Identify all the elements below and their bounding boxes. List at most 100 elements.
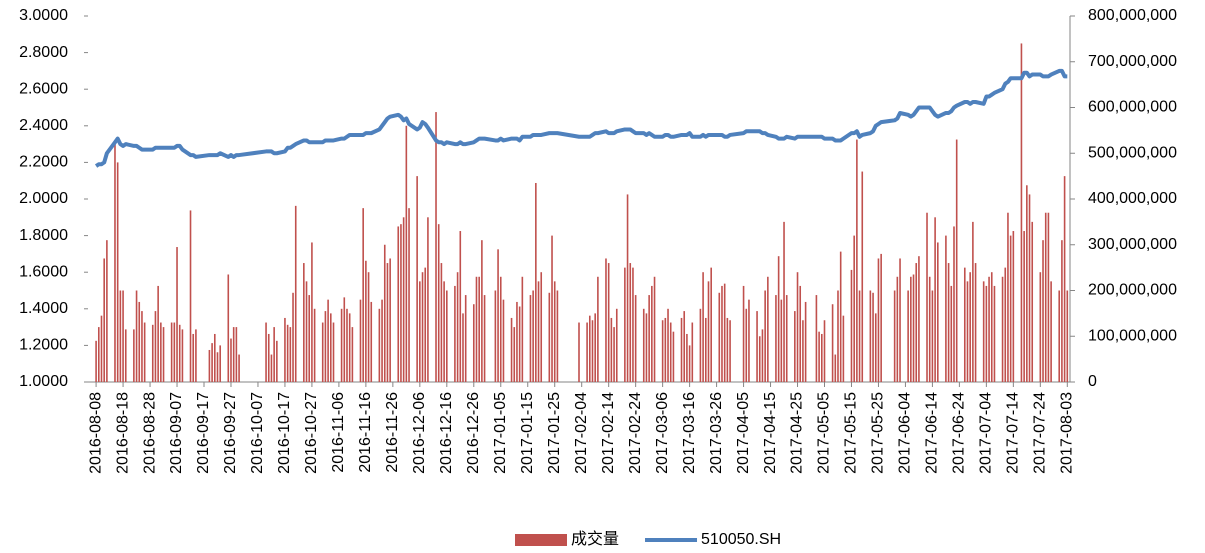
- bar: [405, 125, 408, 383]
- bar: [367, 272, 370, 382]
- x-tick-label: 2017-05-05: [816, 392, 833, 474]
- bar: [699, 308, 702, 382]
- legend-label: 510050.SH: [701, 531, 781, 548]
- x-tick-label: 2016-08-28: [141, 392, 158, 474]
- bar: [273, 327, 275, 382]
- bar: [626, 194, 629, 382]
- x-tick-label: 2016-10-27: [303, 392, 320, 474]
- bar: [313, 308, 316, 382]
- bar: [729, 320, 731, 382]
- bar: [642, 308, 645, 382]
- bar: [680, 317, 683, 382]
- bar: [289, 327, 292, 382]
- bar: [227, 274, 230, 382]
- bar: [548, 292, 551, 382]
- x-tick-label: 2016-08-08: [87, 392, 104, 474]
- x-tick-label: 2016-10-07: [249, 392, 266, 474]
- bar: [683, 311, 686, 382]
- bar: [818, 331, 820, 382]
- bar: [982, 281, 985, 382]
- bar: [106, 240, 108, 382]
- bar: [972, 221, 974, 382]
- y-tick-label: 1.0000: [19, 373, 68, 390]
- bar: [702, 272, 704, 382]
- y-tick-label: 2.6000: [19, 80, 68, 97]
- bar: [672, 331, 675, 382]
- bar: [343, 297, 346, 382]
- bar: [1004, 267, 1007, 382]
- bar: [497, 249, 499, 382]
- x-tick-label: 2017-03-16: [681, 392, 698, 474]
- bar: [931, 290, 934, 382]
- bar: [378, 308, 381, 382]
- bar: [141, 311, 143, 382]
- bar: [767, 276, 769, 382]
- x-tick-label: 2017-08-03: [1059, 392, 1076, 474]
- bar: [518, 306, 521, 382]
- bar: [276, 340, 278, 382]
- bar: [351, 327, 354, 382]
- bar: [974, 263, 977, 382]
- bar: [402, 217, 405, 382]
- bar: [294, 205, 297, 382]
- bar: [775, 295, 777, 382]
- bar: [966, 281, 969, 382]
- bar: [1007, 212, 1009, 382]
- bar: [443, 281, 445, 382]
- bar: [1009, 235, 1012, 382]
- y-tick-label: 2.4000: [19, 117, 68, 134]
- bar: [103, 258, 105, 382]
- y2-tick-label: 0: [1088, 373, 1097, 390]
- bar: [758, 336, 761, 382]
- bar: [955, 139, 958, 382]
- bar: [308, 295, 311, 382]
- x-tick-label: 2017-05-15: [843, 392, 860, 474]
- bar: [213, 333, 216, 382]
- bar: [216, 352, 219, 382]
- bar: [615, 308, 618, 382]
- x-tick-label: 2017-06-24: [951, 392, 968, 474]
- bar: [1001, 276, 1004, 382]
- bar: [632, 267, 634, 382]
- x-tick-label: 2016-11-16: [357, 392, 374, 473]
- bar: [389, 258, 391, 382]
- x-tick-label: 2017-04-05: [735, 392, 752, 474]
- y2-tick-label: 400,000,000: [1088, 190, 1177, 207]
- bar: [494, 290, 497, 382]
- bar: [858, 290, 861, 382]
- bar: [993, 285, 996, 382]
- bar: [947, 263, 950, 382]
- bar: [605, 258, 607, 382]
- bar: [723, 283, 726, 382]
- x-tick-label: 2017-07-24: [1032, 392, 1049, 474]
- bar: [645, 313, 648, 382]
- bar: [305, 281, 308, 382]
- bar: [100, 315, 103, 382]
- bar: [985, 285, 988, 382]
- y-tick-label: 1.6000: [19, 263, 68, 280]
- bar: [831, 304, 834, 382]
- bar: [157, 285, 159, 382]
- bar: [586, 322, 588, 382]
- bar: [912, 274, 915, 382]
- x-tick-label: 2017-01-25: [546, 392, 563, 474]
- x-tick-label: 2017-01-05: [492, 392, 509, 474]
- bar: [170, 322, 173, 382]
- bar: [853, 235, 855, 382]
- bar: [513, 327, 516, 382]
- x-tick-label: 2017-02-14: [600, 392, 617, 474]
- bar: [529, 295, 532, 382]
- y2-tick-label: 300,000,000: [1088, 236, 1177, 253]
- x-tick-label: 2016-10-17: [276, 392, 293, 474]
- bar: [230, 338, 232, 382]
- bar: [472, 304, 475, 382]
- bar: [437, 224, 440, 382]
- bar: [1028, 194, 1031, 382]
- bar: [370, 301, 373, 382]
- bar: [726, 317, 729, 382]
- bar: [311, 242, 313, 382]
- bar: [400, 224, 402, 382]
- bar: [1061, 240, 1063, 382]
- bar: [610, 317, 613, 382]
- bar: [1026, 185, 1028, 382]
